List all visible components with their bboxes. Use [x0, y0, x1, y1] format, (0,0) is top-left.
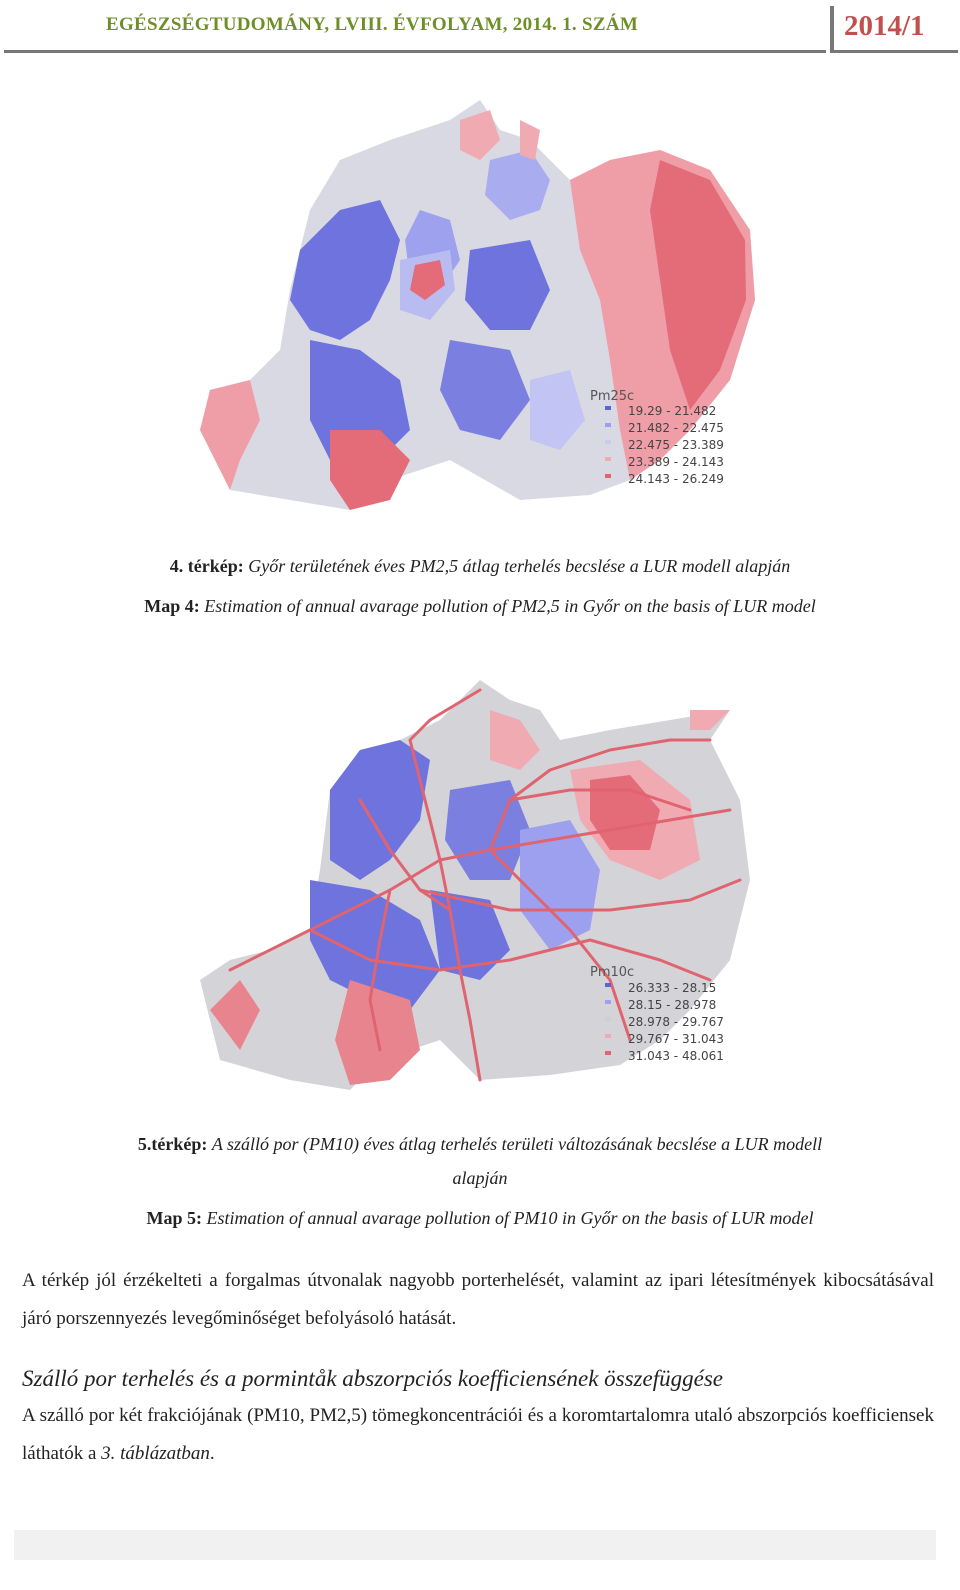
- map-4-caption-en: Map 4: Estimation of annual avarage poll…: [0, 596, 960, 617]
- svg-text:26.333 - 28.15: 26.333 - 28.15: [628, 981, 716, 995]
- caption-text: Estimation of annual avarage pollution o…: [206, 1208, 814, 1228]
- paragraph-text: A szálló por két frakciójának (PM10, PM2…: [22, 1405, 934, 1464]
- legend-title: Pm25c: [590, 389, 634, 404]
- caption-text: A szálló por (PM10) éves átlag terhelés …: [211, 1134, 823, 1154]
- legend-title: Pm10c: [590, 965, 634, 980]
- caption-label: Map 4:: [144, 596, 200, 616]
- caption-label: 5.térkép:: [137, 1134, 208, 1154]
- caption-label: Map 5:: [146, 1208, 203, 1228]
- legend-item-4: 29.767 - 31.043: [605, 1032, 724, 1046]
- map-5-roads: [228, 688, 742, 1082]
- caption-label: 4. térkép:: [169, 556, 244, 576]
- map-5-caption-hu-cont: alapján: [0, 1168, 960, 1189]
- map-5-legend: Pm10c 26.333 - 28.15 28.15 - 28.978 28.9…: [590, 965, 724, 1063]
- section-subheading: Szálló por terhelés és a pormintåk abszo…: [22, 1366, 723, 1391]
- header-band: EGÉSZSÉGTUDOMÁNY, LVIII. ÉVFOLYAM, 2014.…: [4, 6, 826, 53]
- table-reference: 3. táblázatban: [101, 1443, 210, 1464]
- issue-number: 2014/1: [844, 10, 925, 42]
- legend-item-5: 31.043 - 48.061: [605, 1049, 724, 1063]
- legend-item-4: 23.389 - 24.143: [605, 455, 724, 469]
- legend-item-1: 26.333 - 28.15: [605, 981, 716, 995]
- map-4-pm25: Pm25c 19.29 - 21.482 21.482 - 22.475 22.…: [200, 100, 755, 510]
- svg-text:31.043 - 48.061: 31.043 - 48.061: [628, 1049, 724, 1063]
- caption-text: Győr területének éves PM2,5 átlag terhel…: [248, 556, 791, 576]
- svg-text:24.143 - 26.249: 24.143 - 26.249: [628, 472, 724, 486]
- issue-box: 2014/1: [830, 6, 958, 53]
- footer-band: [14, 1530, 936, 1560]
- svg-text:23.389 - 24.143: 23.389 - 24.143: [628, 455, 724, 469]
- map-4-regions: [200, 100, 755, 510]
- map-5-caption-en: Map 5: Estimation of annual avarage poll…: [0, 1208, 960, 1229]
- legend-item-3: 22.475 - 23.389: [605, 438, 724, 452]
- map-5-caption-hu: 5.térkép: A szálló por (PM10) éves átlag…: [0, 1134, 960, 1155]
- body-paragraph-1: A térkép jól érzékelteti a forgalmas útv…: [22, 1270, 934, 1329]
- page-header: EGÉSZSÉGTUDOMÁNY, LVIII. ÉVFOLYAM, 2014.…: [4, 6, 958, 54]
- map-4-caption-hu: 4. térkép: Győr területének éves PM2,5 á…: [0, 556, 960, 577]
- caption-text: Estimation of annual avarage pollution o…: [204, 596, 816, 616]
- paragraph-end: .: [209, 1443, 215, 1464]
- legend-item-1: 19.29 - 21.482: [605, 404, 716, 418]
- map-4-legend: Pm25c 19.29 - 21.482 21.482 - 22.475 22.…: [590, 389, 724, 486]
- legend-item-5: 24.143 - 26.249: [605, 472, 724, 486]
- legend-item-2: 28.15 - 28.978: [605, 998, 716, 1012]
- svg-text:28.15 - 28.978: 28.15 - 28.978: [628, 998, 716, 1012]
- legend-item-3: 28.978 - 29.767: [605, 1015, 724, 1029]
- svg-text:22.475 - 23.389: 22.475 - 23.389: [628, 438, 724, 452]
- journal-title: EGÉSZSÉGTUDOMÁNY, LVIII. ÉVFOLYAM, 2014.…: [106, 14, 639, 35]
- svg-text:19.29 - 21.482: 19.29 - 21.482: [628, 404, 716, 418]
- body-paragraph-2: A szálló por két frakciójának (PM10, PM2…: [22, 1397, 934, 1473]
- svg-text:21.482 - 22.475: 21.482 - 22.475: [628, 421, 724, 435]
- map-5-pm10: Pm10c 26.333 - 28.15 28.15 - 28.978 28.9…: [200, 680, 750, 1090]
- svg-text:28.978 - 29.767: 28.978 - 29.767: [628, 1015, 724, 1029]
- svg-text:29.767 - 31.043: 29.767 - 31.043: [628, 1032, 724, 1046]
- legend-item-2: 21.482 - 22.475: [605, 421, 724, 435]
- caption-text-cont: alapján: [452, 1168, 508, 1188]
